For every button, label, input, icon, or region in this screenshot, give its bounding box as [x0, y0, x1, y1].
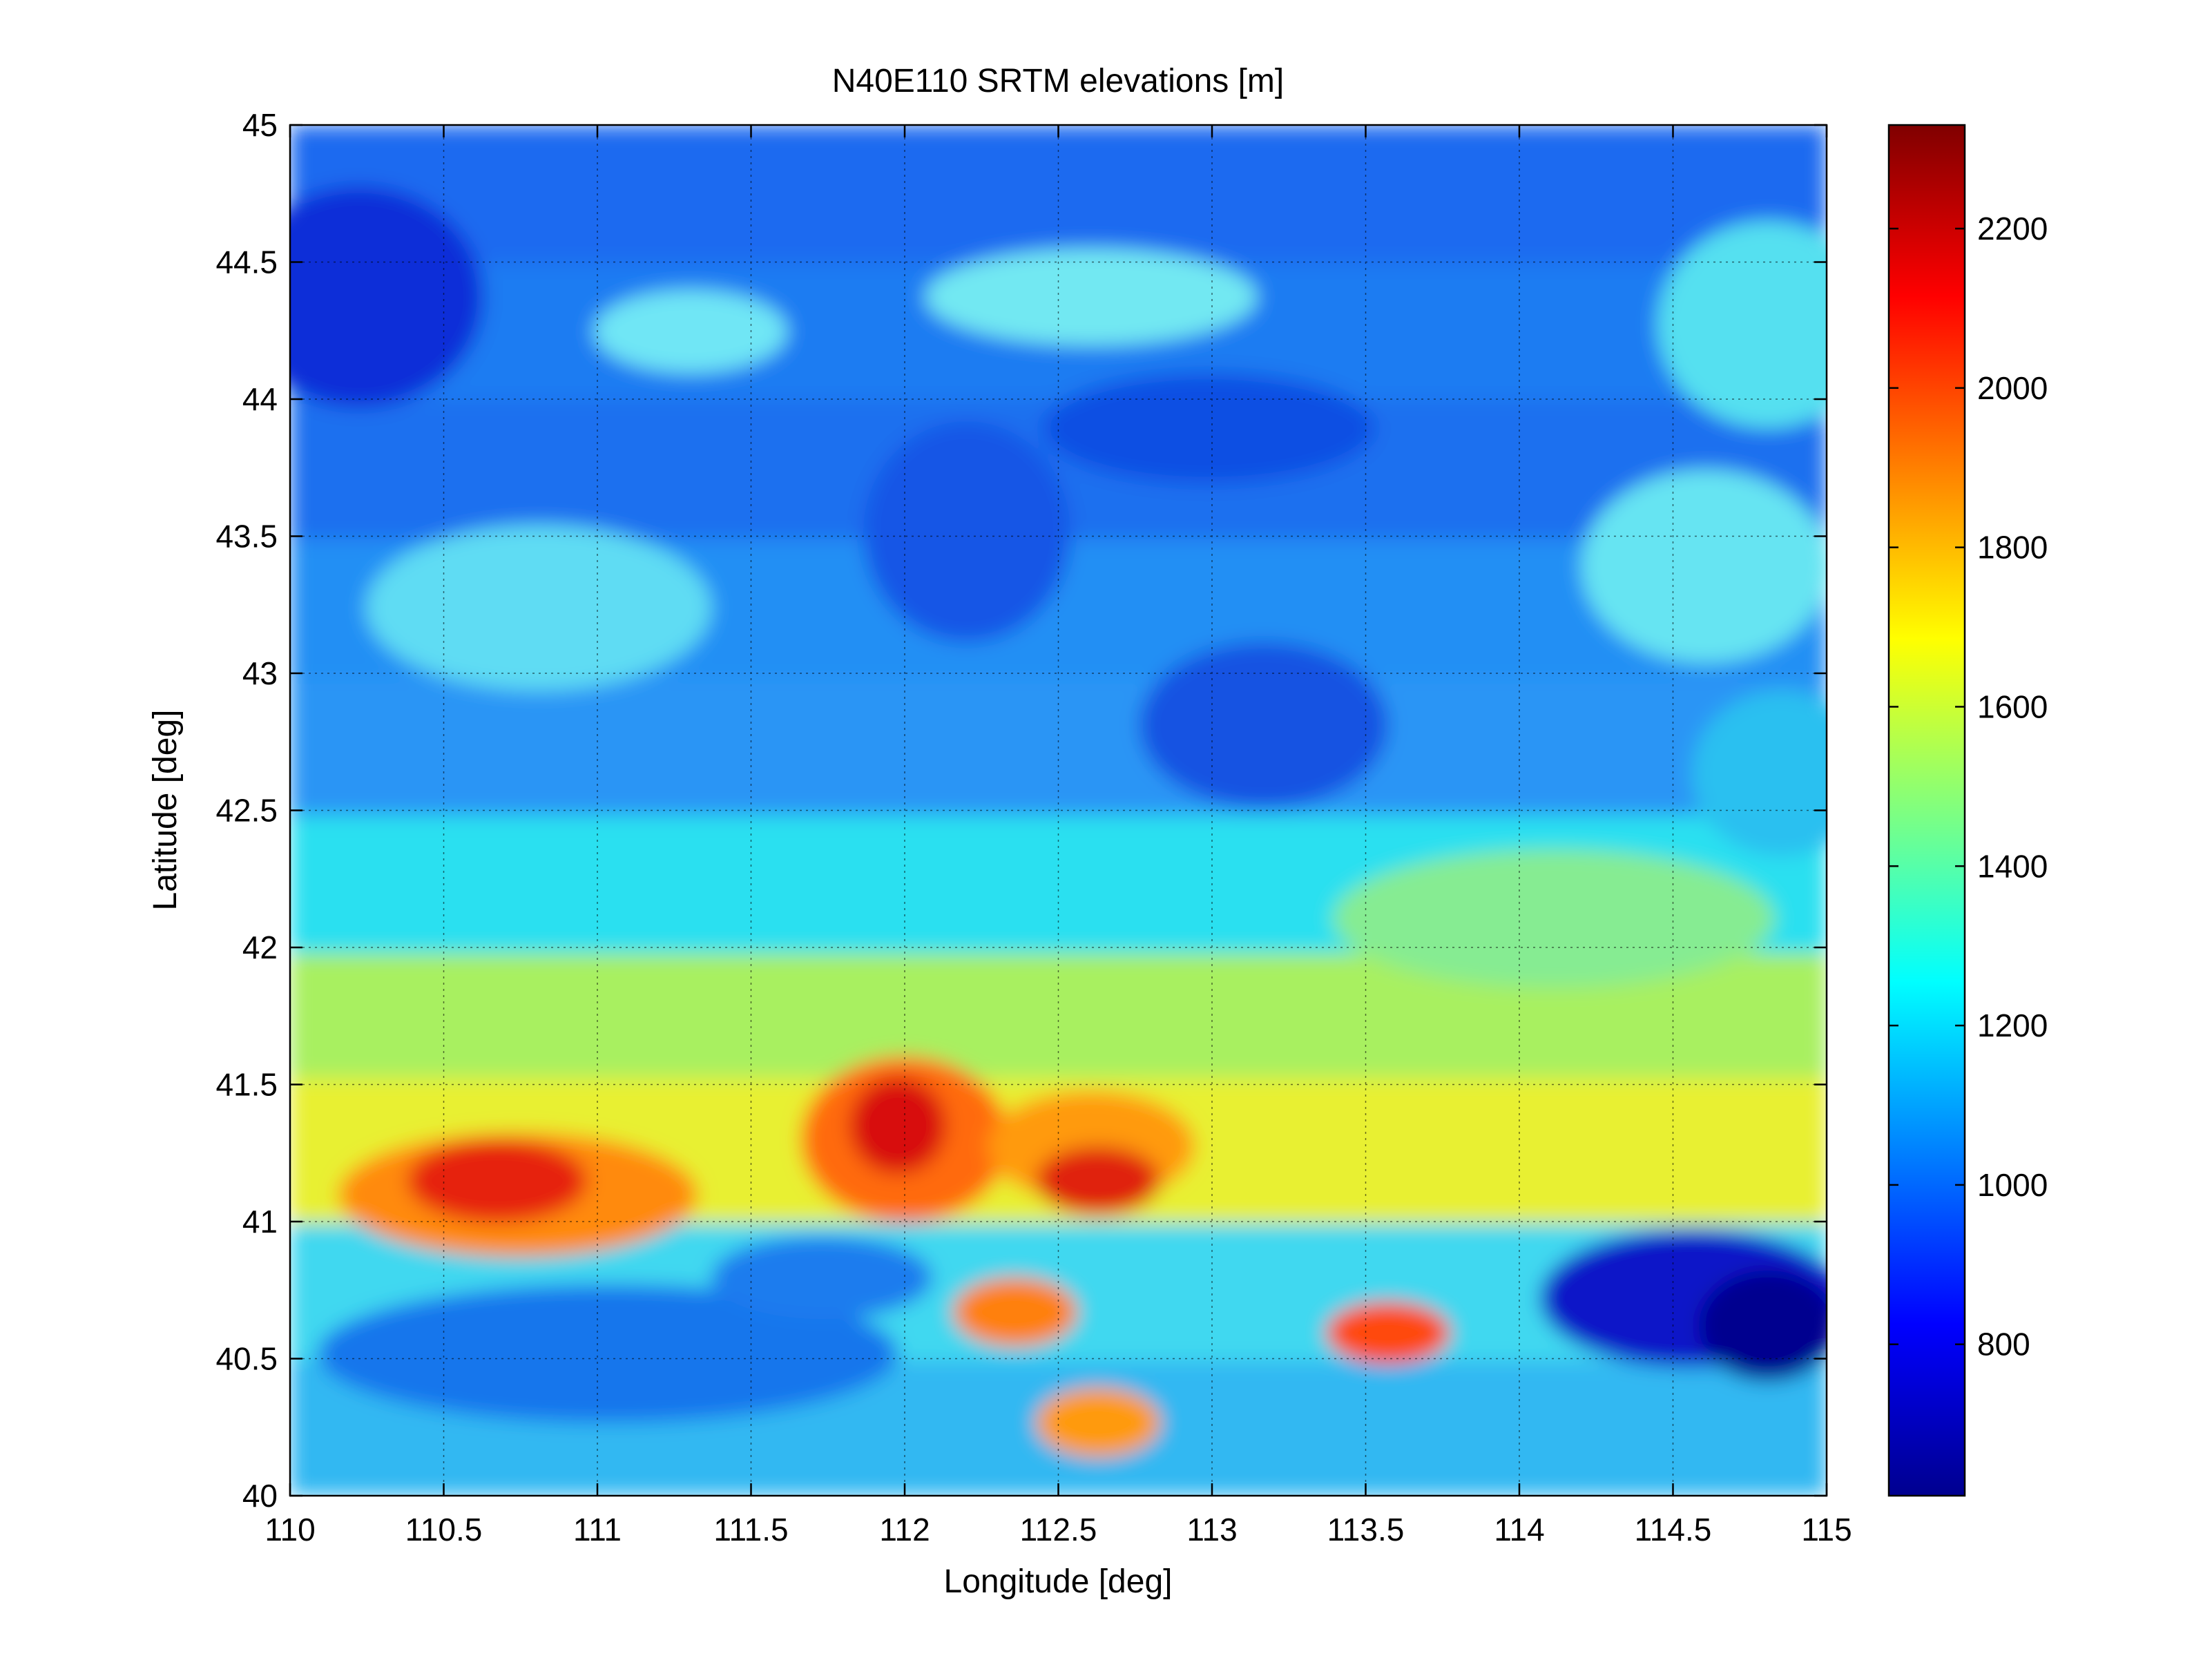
colorbar-tick-label: 2000 — [1977, 370, 2048, 406]
y-tick-label: 40 — [242, 1478, 278, 1514]
colorbar-tick-label: 1800 — [1977, 530, 2048, 566]
x-axis-label: Longitude [deg] — [944, 1563, 1173, 1600]
x-tick-label: 112 — [879, 1512, 930, 1548]
colorbar-tick-label: 1400 — [1977, 848, 2048, 884]
y-axis-label: Latitude [deg] — [147, 710, 184, 911]
chart-title: N40E110 SRTM elevations [m] — [832, 63, 1285, 99]
x-tick-marks: 110 110.5 111 111.5 112 112.5 113 113.5 114 114.5… — [265, 125, 1852, 1548]
y-tick-label: 42.5 — [215, 793, 278, 829]
colorbar — [1887, 124, 1966, 1497]
y-tick-label: 41 — [242, 1204, 278, 1240]
y-tick-label: 44 — [242, 381, 278, 417]
x-tick-label: 111 — [573, 1512, 622, 1548]
x-tick-label: 110 — [265, 1512, 315, 1548]
x-tick-label: 114 — [1494, 1512, 1544, 1548]
y-tick-label: 40.5 — [215, 1341, 278, 1377]
colorbar-tick-label: 1200 — [1977, 1008, 2048, 1043]
y-tick-label: 41.5 — [215, 1067, 278, 1103]
y-tick-label: 42 — [242, 929, 278, 965]
x-tick-label: 114.5 — [1635, 1512, 1712, 1548]
grid-lines — [290, 125, 1827, 1496]
colorbar-tick-label: 1000 — [1977, 1167, 2048, 1203]
y-tick-label: 45 — [242, 107, 278, 143]
colorbar-tick-label: 2200 — [1977, 211, 2048, 247]
colorbar-tick-label: 1600 — [1977, 688, 2048, 724]
x-tick-label: 111.5 — [713, 1512, 788, 1548]
colorbar-ticks: 800 1000 1200 1400 1600 1800 2000 2200 — [1889, 211, 2048, 1362]
x-tick-label: 110.5 — [405, 1512, 483, 1548]
y-tick-label: 43 — [242, 655, 278, 691]
x-tick-label: 112.5 — [1020, 1512, 1097, 1548]
y-tick-label: 43.5 — [215, 519, 278, 555]
colorbar-tick-label: 800 — [1977, 1327, 2030, 1362]
x-tick-label: 113 — [1186, 1512, 1237, 1548]
y-tick-label: 44.5 — [215, 244, 278, 280]
y-tick-marks: 40 40.5 41 41.5 42 42.5 43 43.5 44 44.5 45 — [215, 107, 1827, 1514]
x-tick-label: 115 — [1801, 1512, 1852, 1548]
x-tick-label: 113.5 — [1327, 1512, 1405, 1548]
